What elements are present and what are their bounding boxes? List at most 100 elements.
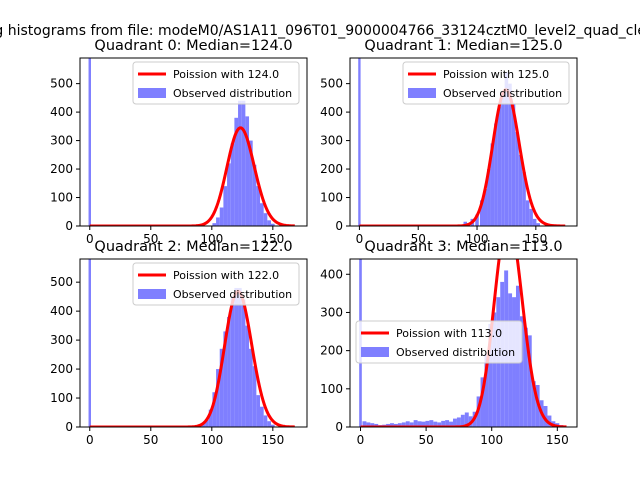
histogram-bar bbox=[523, 327, 528, 427]
histogram-bar bbox=[479, 200, 484, 226]
histogram-bar bbox=[249, 140, 253, 226]
legend-label: Observed distribution bbox=[443, 87, 562, 100]
panel-title: Quadrant 2: Median=122.0 bbox=[94, 239, 292, 255]
histogram-bar bbox=[219, 348, 224, 427]
histogram-bar bbox=[547, 415, 552, 427]
histogram-bar bbox=[425, 420, 430, 427]
histogram-bar bbox=[241, 299, 246, 427]
histogram-bar bbox=[267, 421, 271, 427]
legend: Poission with 113.0 Observed distribution bbox=[355, 320, 523, 364]
legend-label: Poission with 113.0 bbox=[396, 327, 502, 340]
histogram-bar bbox=[267, 220, 271, 226]
x-tick-label: 100 bbox=[480, 433, 503, 447]
legend-bar-swatch bbox=[361, 347, 389, 357]
x-tick-label: 100 bbox=[200, 232, 223, 246]
legend: Poission with 124.0 Observed distribution bbox=[132, 61, 300, 105]
poisson-curve bbox=[89, 126, 295, 226]
y-tick-label: 400 bbox=[50, 304, 73, 318]
histogram-bar bbox=[370, 423, 375, 427]
histogram-bar bbox=[531, 381, 536, 427]
histogram-bar bbox=[492, 312, 497, 427]
y-tick-label: 0 bbox=[335, 420, 343, 434]
histogram-bar bbox=[212, 223, 217, 226]
histogram-bar bbox=[519, 316, 524, 427]
histogram-bar bbox=[429, 420, 434, 427]
x-tick-label: 0 bbox=[86, 433, 94, 447]
histogram-bar bbox=[397, 423, 402, 427]
y-tick-label: 100 bbox=[320, 382, 343, 396]
legend: Poission with 122.0 Observed distribution bbox=[132, 262, 300, 306]
y-tick-label: 500 bbox=[320, 77, 343, 91]
histogram-bar bbox=[460, 414, 465, 427]
panel-title: Quadrant 0: Median=124.0 bbox=[94, 38, 292, 54]
histogram-bar bbox=[234, 117, 239, 226]
histogram-bar bbox=[456, 417, 461, 427]
histogram-bar bbox=[445, 420, 450, 427]
histogram-bar bbox=[532, 218, 537, 226]
histogram-bar bbox=[393, 423, 398, 427]
poisson-curve bbox=[359, 88, 566, 226]
histogram-bar bbox=[205, 419, 209, 427]
histogram-bar bbox=[208, 409, 213, 427]
legend-label: Poission with 122.0 bbox=[173, 269, 279, 282]
histogram-bar bbox=[401, 422, 406, 427]
y-tick-label: 200 bbox=[50, 162, 73, 176]
histogram-bar bbox=[212, 392, 217, 427]
legend-box bbox=[355, 320, 523, 364]
histogram-bar bbox=[504, 72, 509, 226]
y-tick-label: 100 bbox=[50, 391, 73, 405]
axes-frame bbox=[79, 57, 308, 227]
histogram-bar bbox=[494, 123, 498, 226]
histogram-bar bbox=[409, 422, 414, 427]
legend-bar-swatch bbox=[408, 88, 436, 98]
x-tick-label: 50 bbox=[418, 433, 433, 447]
legend-label: Observed distribution bbox=[396, 346, 515, 359]
y-tick-label: 500 bbox=[50, 275, 73, 289]
histogram-bar bbox=[497, 106, 502, 226]
histogram-bar bbox=[508, 83, 512, 226]
histogram-bar bbox=[260, 406, 264, 427]
histogram-bar bbox=[449, 421, 454, 427]
legend: Poission with 125.0 Observed distribution bbox=[402, 61, 570, 105]
histogram-bar bbox=[223, 186, 228, 226]
legend-box bbox=[132, 61, 300, 105]
histogram-bar-zero bbox=[88, 259, 91, 427]
y-tick-label: 200 bbox=[320, 344, 343, 358]
quadrant-2-chart: 0 50 100 150 0 100 200 300 400 500 Quadrant 2: Med… bbox=[50, 239, 308, 447]
x-tick-label: 50 bbox=[411, 232, 426, 246]
y-tick-label: 0 bbox=[65, 219, 73, 233]
histogram-bar bbox=[252, 366, 257, 427]
histogram-bar bbox=[413, 420, 418, 427]
histogram-bar bbox=[511, 103, 516, 226]
histogram-bar bbox=[263, 415, 268, 427]
histogram-bar bbox=[536, 223, 540, 226]
histogram-bar-zero bbox=[358, 58, 361, 226]
y-tick-label: 100 bbox=[320, 191, 343, 205]
x-tick-label: 150 bbox=[524, 232, 547, 246]
x-tick-label: 0 bbox=[357, 433, 365, 447]
histogram-bar bbox=[488, 323, 493, 427]
histogram-bar bbox=[263, 213, 268, 226]
histogram-bar bbox=[437, 422, 442, 427]
y-tick-label: 300 bbox=[320, 305, 343, 319]
histogram-bar bbox=[230, 296, 235, 427]
histogram-bar bbox=[216, 217, 220, 226]
legend-label: Observed distribution bbox=[173, 288, 292, 301]
quadrant-1-chart: 0 50 100 150 0 100 200 300 400 500 Quadrant 1: Med… bbox=[320, 38, 578, 246]
legend-label: Poission with 125.0 bbox=[443, 68, 549, 81]
x-tick-label: 50 bbox=[143, 232, 158, 246]
figure-suptitle: Plotting histograms from file: modeM0/AS… bbox=[0, 23, 640, 39]
histogram-bar bbox=[501, 92, 505, 226]
observed-bars bbox=[88, 259, 275, 427]
histogram-bar bbox=[270, 424, 275, 427]
observed-bars bbox=[358, 58, 540, 226]
histogram-bar bbox=[480, 377, 485, 427]
axes-frame bbox=[79, 258, 308, 428]
x-tick-label: 150 bbox=[261, 232, 284, 246]
x-tick-label: 100 bbox=[466, 232, 489, 246]
histogram-bar bbox=[518, 154, 523, 226]
y-tick-label: 200 bbox=[50, 362, 73, 376]
histogram-bar bbox=[487, 169, 491, 226]
histogram-bar bbox=[475, 214, 479, 226]
